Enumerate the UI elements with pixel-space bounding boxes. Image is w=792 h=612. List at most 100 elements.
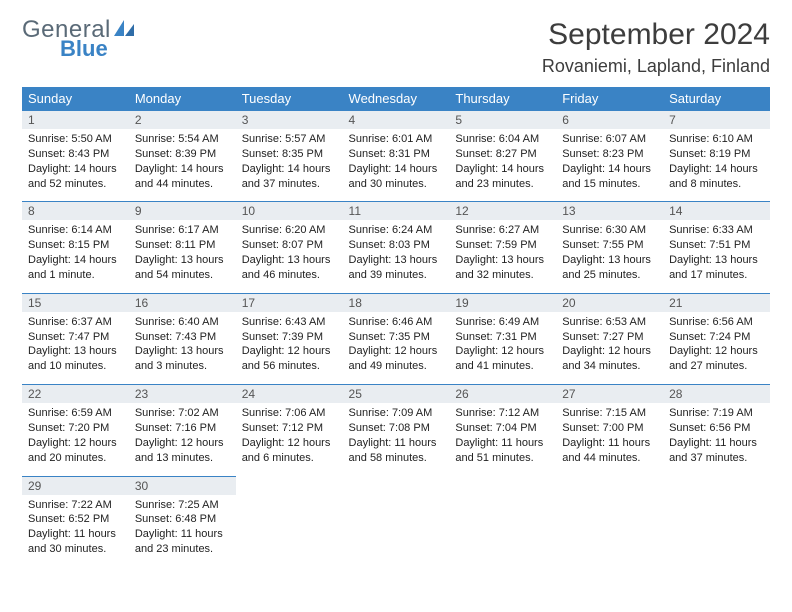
day-cell: 29Sunrise: 7:22 AMSunset: 6:52 PMDayligh… [22, 476, 129, 567]
day-cell: 4Sunrise: 6:01 AMSunset: 8:31 PMDaylight… [343, 110, 450, 201]
day-cell: 8Sunrise: 6:14 AMSunset: 8:15 PMDaylight… [22, 201, 129, 292]
page-header: General Blue September 2024 Rovaniemi, L… [22, 18, 770, 77]
day-details: Sunrise: 6:53 AMSunset: 7:27 PMDaylight:… [556, 312, 663, 384]
day-number: 21 [663, 293, 770, 312]
sunrise-text: Sunrise: 7:09 AM [349, 406, 444, 421]
day-details: Sunrise: 6:37 AMSunset: 7:47 PMDaylight:… [22, 312, 129, 384]
sunrise-text: Sunrise: 6:37 AM [28, 315, 123, 330]
day-cell: 13Sunrise: 6:30 AMSunset: 7:55 PMDayligh… [556, 201, 663, 292]
day-cell [556, 476, 663, 567]
sunset-text: Sunset: 8:27 PM [455, 147, 550, 162]
day-details: Sunrise: 6:30 AMSunset: 7:55 PMDaylight:… [556, 220, 663, 292]
day-number: 6 [556, 110, 663, 129]
day-cell: 20Sunrise: 6:53 AMSunset: 7:27 PMDayligh… [556, 293, 663, 384]
weekday-header: Thursday [449, 87, 556, 110]
weekday-header: Friday [556, 87, 663, 110]
day-number: 14 [663, 201, 770, 220]
sunrise-text: Sunrise: 5:54 AM [135, 132, 230, 147]
sunset-text: Sunset: 7:27 PM [562, 330, 657, 345]
day-details: Sunrise: 6:24 AMSunset: 8:03 PMDaylight:… [343, 220, 450, 292]
day-number: 10 [236, 201, 343, 220]
day-cell: 1Sunrise: 5:50 AMSunset: 8:43 PMDaylight… [22, 110, 129, 201]
day-details: Sunrise: 6:27 AMSunset: 7:59 PMDaylight:… [449, 220, 556, 292]
daylight-text: Daylight: 14 hours and 1 minute. [28, 253, 123, 283]
day-number: 19 [449, 293, 556, 312]
sunrise-text: Sunrise: 6:40 AM [135, 315, 230, 330]
sunrise-text: Sunrise: 7:02 AM [135, 406, 230, 421]
day-cell: 9Sunrise: 6:17 AMSunset: 8:11 PMDaylight… [129, 201, 236, 292]
daylight-text: Daylight: 11 hours and 23 minutes. [135, 527, 230, 557]
title-block: September 2024 Rovaniemi, Lapland, Finla… [542, 18, 770, 77]
sunrise-text: Sunrise: 5:57 AM [242, 132, 337, 147]
day-details: Sunrise: 7:06 AMSunset: 7:12 PMDaylight:… [236, 403, 343, 475]
sunset-text: Sunset: 8:11 PM [135, 238, 230, 253]
daylight-text: Daylight: 13 hours and 32 minutes. [455, 253, 550, 283]
calendar-table: SundayMondayTuesdayWednesdayThursdayFrid… [22, 87, 770, 567]
daylight-text: Daylight: 14 hours and 15 minutes. [562, 162, 657, 192]
day-details: Sunrise: 7:19 AMSunset: 6:56 PMDaylight:… [663, 403, 770, 475]
day-number: 25 [343, 384, 450, 403]
sunrise-text: Sunrise: 7:15 AM [562, 406, 657, 421]
day-details: Sunrise: 6:40 AMSunset: 7:43 PMDaylight:… [129, 312, 236, 384]
daylight-text: Daylight: 11 hours and 30 minutes. [28, 527, 123, 557]
daylight-text: Daylight: 13 hours and 3 minutes. [135, 344, 230, 374]
day-cell: 19Sunrise: 6:49 AMSunset: 7:31 PMDayligh… [449, 293, 556, 384]
sunrise-text: Sunrise: 6:14 AM [28, 223, 123, 238]
daylight-text: Daylight: 12 hours and 49 minutes. [349, 344, 444, 374]
day-details: Sunrise: 6:01 AMSunset: 8:31 PMDaylight:… [343, 129, 450, 201]
day-details: Sunrise: 6:49 AMSunset: 7:31 PMDaylight:… [449, 312, 556, 384]
sunset-text: Sunset: 7:59 PM [455, 238, 550, 253]
day-details: Sunrise: 6:59 AMSunset: 7:20 PMDaylight:… [22, 403, 129, 475]
daylight-text: Daylight: 14 hours and 44 minutes. [135, 162, 230, 192]
sunset-text: Sunset: 8:07 PM [242, 238, 337, 253]
sunset-text: Sunset: 8:39 PM [135, 147, 230, 162]
day-number: 20 [556, 293, 663, 312]
sunrise-text: Sunrise: 6:27 AM [455, 223, 550, 238]
sunrise-text: Sunrise: 6:24 AM [349, 223, 444, 238]
day-details: Sunrise: 6:10 AMSunset: 8:19 PMDaylight:… [663, 129, 770, 201]
day-number: 26 [449, 384, 556, 403]
logo-sail-icon [113, 19, 135, 41]
day-details: Sunrise: 6:46 AMSunset: 7:35 PMDaylight:… [343, 312, 450, 384]
sunset-text: Sunset: 7:39 PM [242, 330, 337, 345]
day-number: 4 [343, 110, 450, 129]
daylight-text: Daylight: 12 hours and 13 minutes. [135, 436, 230, 466]
day-number: 30 [129, 476, 236, 495]
sunset-text: Sunset: 7:55 PM [562, 238, 657, 253]
daylight-text: Daylight: 13 hours and 39 minutes. [349, 253, 444, 283]
day-cell: 27Sunrise: 7:15 AMSunset: 7:00 PMDayligh… [556, 384, 663, 475]
sunrise-text: Sunrise: 6:43 AM [242, 315, 337, 330]
calendar-week-row: 1Sunrise: 5:50 AMSunset: 8:43 PMDaylight… [22, 110, 770, 201]
day-details: Sunrise: 7:02 AMSunset: 7:16 PMDaylight:… [129, 403, 236, 475]
weekday-header: Tuesday [236, 87, 343, 110]
day-cell [236, 476, 343, 567]
weekday-header-row: SundayMondayTuesdayWednesdayThursdayFrid… [22, 87, 770, 110]
day-details: Sunrise: 6:04 AMSunset: 8:27 PMDaylight:… [449, 129, 556, 201]
sunrise-text: Sunrise: 6:04 AM [455, 132, 550, 147]
day-cell: 17Sunrise: 6:43 AMSunset: 7:39 PMDayligh… [236, 293, 343, 384]
calendar-week-row: 29Sunrise: 7:22 AMSunset: 6:52 PMDayligh… [22, 476, 770, 567]
sunrise-text: Sunrise: 6:33 AM [669, 223, 764, 238]
sunrise-text: Sunrise: 7:22 AM [28, 498, 123, 513]
sunset-text: Sunset: 7:20 PM [28, 421, 123, 436]
location-text: Rovaniemi, Lapland, Finland [542, 56, 770, 77]
calendar-week-row: 22Sunrise: 6:59 AMSunset: 7:20 PMDayligh… [22, 384, 770, 475]
daylight-text: Daylight: 14 hours and 37 minutes. [242, 162, 337, 192]
sunset-text: Sunset: 7:47 PM [28, 330, 123, 345]
day-number: 18 [343, 293, 450, 312]
sunrise-text: Sunrise: 6:07 AM [562, 132, 657, 147]
sunset-text: Sunset: 6:52 PM [28, 512, 123, 527]
day-cell [449, 476, 556, 567]
day-cell: 10Sunrise: 6:20 AMSunset: 8:07 PMDayligh… [236, 201, 343, 292]
day-cell: 16Sunrise: 6:40 AMSunset: 7:43 PMDayligh… [129, 293, 236, 384]
daylight-text: Daylight: 12 hours and 56 minutes. [242, 344, 337, 374]
sunset-text: Sunset: 6:48 PM [135, 512, 230, 527]
daylight-text: Daylight: 13 hours and 54 minutes. [135, 253, 230, 283]
sunset-text: Sunset: 8:23 PM [562, 147, 657, 162]
day-number: 15 [22, 293, 129, 312]
weekday-header: Sunday [22, 87, 129, 110]
daylight-text: Daylight: 12 hours and 34 minutes. [562, 344, 657, 374]
month-title: September 2024 [542, 18, 770, 52]
daylight-text: Daylight: 11 hours and 44 minutes. [562, 436, 657, 466]
day-cell: 5Sunrise: 6:04 AMSunset: 8:27 PMDaylight… [449, 110, 556, 201]
